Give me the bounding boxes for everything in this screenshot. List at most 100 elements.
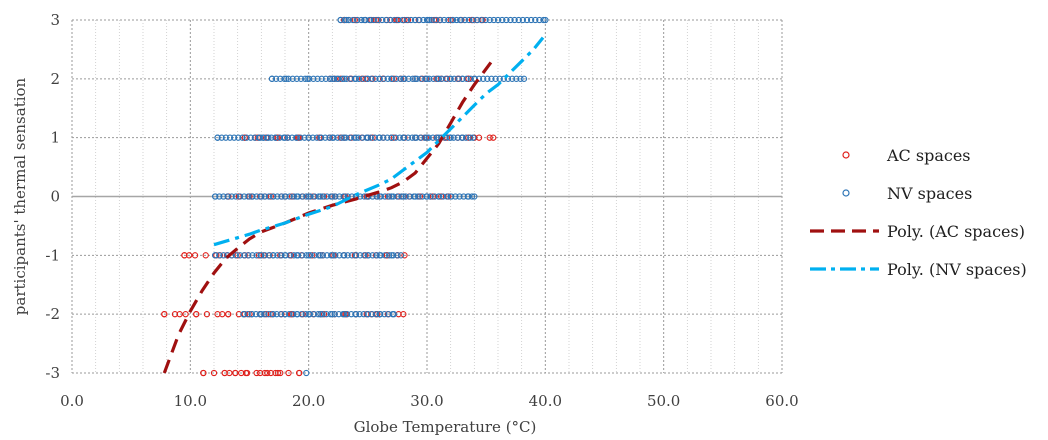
data-point-nv-spaces [356, 252, 364, 259]
data-point-nv-spaces [378, 16, 386, 24]
data-point-nv-spaces [329, 193, 336, 200]
legend-label: AC spaces [886, 146, 971, 165]
data-point-nv-spaces [348, 252, 356, 259]
data-point-nv-spaces [438, 75, 445, 82]
data-point-nv-spaces [249, 252, 256, 259]
data-point-nv-spaces [511, 16, 518, 24]
data-point-nv-spaces [265, 134, 272, 141]
data-point-ac-spaces [182, 311, 189, 318]
data-point-ac-spaces [243, 369, 251, 377]
data-point-nv-spaces [367, 16, 374, 24]
legend-label: NV spaces [887, 184, 972, 203]
data-point-nv-spaces [297, 75, 305, 82]
data-point-ac-spaces [261, 369, 269, 377]
data-point-ac-spaces [277, 369, 284, 377]
data-point-nv-spaces [281, 193, 289, 200]
data-point-nv-spaces [222, 134, 229, 141]
data-point-nv-spaces [402, 193, 409, 200]
data-point-nv-spaces [420, 16, 427, 24]
data-point-nv-spaces [241, 193, 248, 200]
data-point-nv-spaces [376, 75, 383, 82]
data-point-nv-spaces [248, 193, 256, 200]
data-point-nv-spaces [465, 16, 473, 24]
data-point-nv-spaces [343, 75, 350, 82]
data-point-nv-spaces [274, 193, 281, 200]
data-point-nv-spaces [258, 193, 265, 200]
data-point-nv-spaces [467, 75, 474, 82]
data-point-nv-spaces [352, 134, 360, 141]
data-point-nv-spaces [388, 193, 395, 200]
data-point-nv-spaces [385, 193, 393, 200]
data-point-nv-spaces [536, 16, 543, 24]
data-point-ac-spaces [185, 252, 193, 259]
data-point-nv-spaces [343, 16, 350, 24]
data-point-nv-spaces [439, 193, 447, 200]
data-point-nv-spaces [311, 193, 318, 200]
data-point-nv-spaces [456, 193, 463, 200]
data-point-ac-spaces [161, 311, 168, 318]
y-tick-label: -1 [45, 246, 60, 264]
data-point-nv-spaces [261, 252, 269, 259]
data-point-nv-spaces [474, 16, 481, 24]
data-point-nv-spaces [414, 193, 422, 200]
data-point-nv-spaces [341, 311, 348, 318]
data-point-nv-spaces [412, 134, 419, 141]
data-point-nv-spaces [265, 193, 273, 200]
data-point-nv-spaces [517, 75, 524, 82]
data-point-nv-spaces [441, 16, 448, 24]
data-point-nv-spaces [356, 311, 363, 318]
data-point-nv-spaces [432, 16, 440, 24]
data-point-nv-spaces [478, 16, 485, 24]
data-point-nv-spaces [243, 134, 250, 141]
data-point-nv-spaces [256, 134, 264, 141]
data-point-nv-spaces [399, 16, 406, 24]
data-point-nv-spaces [319, 252, 327, 259]
data-point-nv-spaces [314, 75, 321, 82]
data-point-ac-spaces [253, 369, 260, 377]
data-point-nv-spaces [400, 193, 407, 200]
data-point-nv-spaces [226, 134, 234, 141]
x-tick-label: 30.0 [410, 392, 443, 410]
data-point-nv-spaces [332, 193, 339, 200]
data-point-nv-spaces [361, 252, 368, 259]
data-point-nv-spaces [232, 252, 240, 259]
data-point-nv-spaces [349, 16, 357, 24]
data-point-nv-spaces [355, 75, 363, 82]
data-point-nv-spaces [374, 16, 382, 24]
data-point-nv-spaces [383, 16, 390, 24]
data-point-nv-spaces [355, 134, 362, 141]
data-point-nv-spaces [244, 311, 251, 318]
data-point-nv-spaces [376, 134, 383, 141]
y-tick-label: 1 [50, 129, 60, 147]
data-point-nv-spaces [484, 75, 491, 82]
data-point-nv-spaces [412, 75, 419, 82]
data-point-nv-spaces [278, 252, 285, 259]
data-point-nv-spaces [293, 75, 300, 82]
data-point-nv-spaces [329, 252, 336, 259]
data-point-nv-spaces [361, 16, 368, 24]
data-point-nv-spaces [281, 252, 289, 259]
data-point-nv-spaces [364, 75, 371, 82]
y-axis-title: participants' thermal sensation [11, 77, 29, 315]
data-point-nv-spaces [319, 193, 327, 200]
data-point-nv-spaces [471, 193, 478, 200]
data-point-nv-spaces [354, 16, 361, 24]
data-point-nv-spaces [376, 311, 383, 318]
data-point-nv-spaces [304, 75, 311, 82]
data-point-nv-spaces [239, 134, 246, 141]
data-point-ac-spaces [203, 311, 211, 318]
data-point-nv-spaces [338, 134, 345, 141]
data-point-nv-spaces [364, 311, 371, 318]
data-point-nv-spaces [318, 75, 325, 82]
data-point-nv-spaces [274, 252, 281, 259]
data-point-nv-spaces [447, 134, 454, 141]
data-point-nv-spaces [513, 75, 520, 82]
data-point-nv-spaces [488, 75, 495, 82]
data-point-nv-spaces [352, 252, 360, 259]
data-point-nv-spaces [352, 311, 360, 318]
data-point-nv-spaces [305, 311, 312, 318]
trendline-poly-ac-spaces- [162, 61, 493, 374]
data-point-nv-spaces [313, 134, 321, 141]
data-point-nv-spaces [247, 134, 254, 141]
